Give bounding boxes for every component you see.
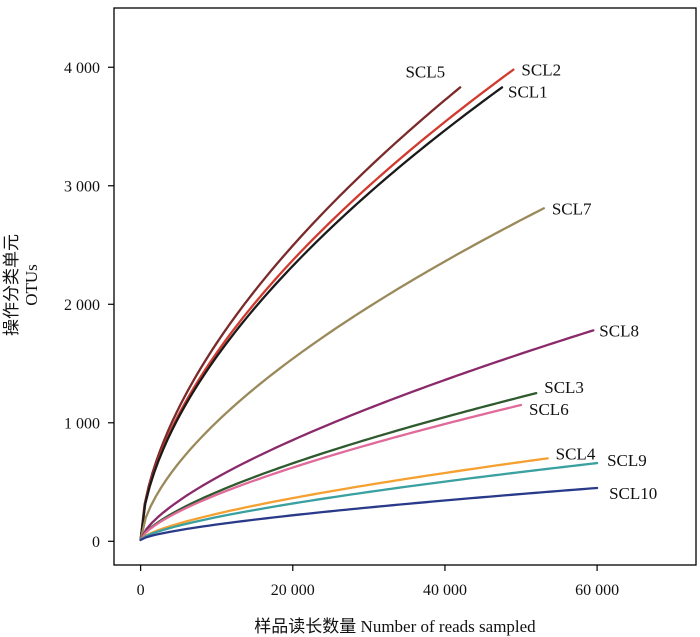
series-line-scl3 [139, 392, 538, 542]
series-line-scl9 [139, 461, 599, 542]
series-line-scl7 [139, 207, 545, 542]
series-line-scl2 [139, 68, 515, 542]
series-label-scl7: SCL7 [552, 199, 592, 218]
y-tick-label: 3 000 [64, 178, 100, 195]
x-axis-ticks: 0 20 000 40 000 60 000 [137, 565, 619, 599]
series-line-scl5 [139, 86, 462, 542]
y-axis-ticks: 0 1 000 2 000 3 000 4 000 [64, 60, 114, 551]
y-tick-label: 0 [92, 534, 100, 551]
plot-frame [113, 7, 697, 566]
series-line-scl1 [139, 86, 504, 542]
series-label-scl4: SCL4 [556, 444, 596, 463]
series-labels: SCL5 SCL2 SCL1 SCL7 SCL8 SCL3 SCL6 SCL4 SCL9 SCL1… [405, 61, 657, 503]
y-tick-label: 2 000 [64, 297, 100, 314]
series-lines [139, 68, 599, 542]
series-label-scl10: SCL10 [609, 484, 657, 503]
y-tick-label: 1 000 [64, 415, 100, 432]
y-tick-label: 4 000 [64, 60, 100, 77]
x-tick-label: 40 000 [423, 582, 467, 599]
x-axis-title: 样品读长数量 Number of reads sampled [254, 617, 536, 636]
y-axis-title-en: OTUs [22, 264, 41, 306]
series-label-scl5: SCL5 [405, 62, 445, 81]
x-tick-label: 20 000 [271, 582, 315, 599]
series-label-scl2: SCL2 [521, 61, 561, 80]
series-label-scl6: SCL6 [529, 400, 569, 419]
series-line-scl10 [139, 486, 599, 542]
x-tick-label: 0 [137, 582, 145, 599]
series-label-scl8: SCL8 [599, 321, 639, 340]
series-line-scl6 [139, 403, 523, 542]
series-label-scl1: SCL1 [508, 82, 548, 101]
x-tick-label: 60 000 [575, 582, 619, 599]
series-label-scl9: SCL9 [607, 451, 647, 470]
series-label-scl3: SCL3 [544, 378, 584, 397]
series-line-scl8 [139, 329, 595, 542]
series-line-scl4 [139, 457, 549, 542]
y-axis-title-cn: 操作分类单元 [2, 234, 21, 336]
